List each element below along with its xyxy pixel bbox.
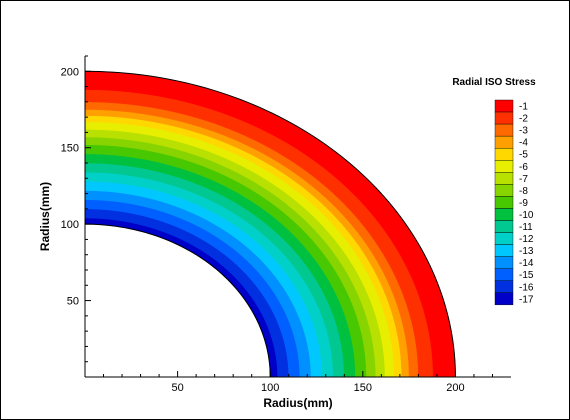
legend-swatch (494, 292, 514, 306)
legend-swatch (494, 232, 514, 245)
legend-label: -2 (519, 114, 528, 125)
legend-label: -11 (519, 222, 533, 233)
outer-boundary-arc (84, 70, 456, 378)
legend-label: -5 (519, 150, 528, 161)
legend-swatch (494, 280, 514, 294)
y-tick-label: 200 (61, 66, 79, 78)
axes (84, 56, 511, 378)
legend-label: -4 (519, 138, 528, 149)
legend-swatch (494, 99, 514, 113)
legend-swatch (494, 196, 514, 209)
legend-label: -3 (519, 126, 528, 137)
legend-label: -9 (519, 198, 528, 209)
legend-swatch (494, 147, 514, 161)
legend-label: -17 (519, 294, 534, 305)
x-tick-label: 200 (446, 382, 464, 394)
legend-label: -15 (519, 270, 534, 281)
legend-label: -12 (519, 234, 534, 245)
y-axis-ticks: 50 100 150 200 (61, 55, 91, 363)
x-tick-label: 150 (354, 382, 372, 394)
legend-swatch (494, 123, 514, 137)
x-tick-label: 50 (171, 382, 183, 394)
legend-swatch (494, 208, 514, 221)
legend-swatch (494, 256, 514, 269)
legend-label: -8 (519, 186, 528, 197)
legend-swatch (494, 244, 514, 257)
legend-swatch (494, 184, 514, 197)
legend-title: Radial ISO Stress (452, 77, 536, 88)
y-tick-label: 100 (61, 219, 79, 231)
contour-bands (84, 71, 456, 378)
x-axis-label: Radius(mm) (263, 396, 332, 410)
legend: Radial ISO Stress -1-2-3-4-5-6-7-8-9-10-… (452, 77, 536, 305)
ring-outline (84, 70, 456, 378)
legend-label: -13 (519, 246, 534, 257)
legend-swatch (494, 111, 514, 125)
legend-label: -6 (519, 162, 528, 173)
y-tick-label: 150 (61, 143, 79, 155)
x-axis-ticks: 50 100 150 200 (103, 371, 493, 394)
legend-swatch (494, 172, 514, 185)
legend-swatch (494, 268, 514, 281)
legend-label: -10 (519, 210, 534, 221)
y-tick-label: 50 (67, 296, 79, 308)
legend-label: -16 (519, 282, 534, 293)
legend-label: -14 (519, 258, 534, 269)
legend-label: -7 (519, 174, 528, 185)
y-axis-label: Radius(mm) (38, 182, 52, 251)
legend-label: -1 (519, 102, 528, 113)
x-tick-label: 100 (261, 382, 279, 394)
legend-swatch (494, 220, 514, 233)
legend-swatch (494, 135, 514, 149)
inner-boundary-arc (84, 223, 271, 378)
legend-swatch (494, 160, 514, 173)
legend-items: -1-2-3-4-5-6-7-8-9-10-11-12-13-14-15-16-… (494, 99, 534, 306)
